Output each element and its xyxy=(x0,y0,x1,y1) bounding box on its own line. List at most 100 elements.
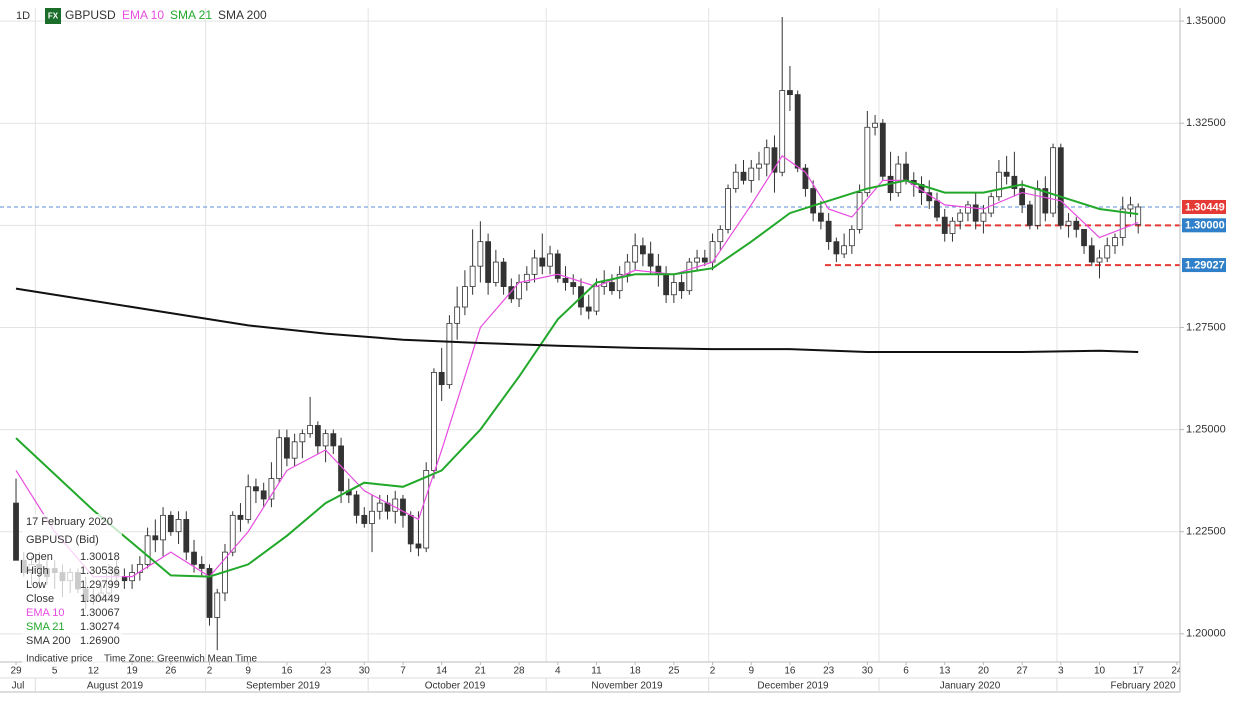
candle-body xyxy=(817,212,824,222)
candle-body xyxy=(686,261,693,292)
month-label: August 2019 xyxy=(87,681,144,692)
candle-body xyxy=(1073,220,1080,230)
candle-body xyxy=(1081,229,1087,247)
candle-body xyxy=(1112,237,1118,247)
candle-body xyxy=(160,514,166,541)
candle-body xyxy=(717,229,724,243)
candle-body xyxy=(314,425,321,447)
month-label: January 2020 xyxy=(940,681,1001,692)
candle-body xyxy=(593,286,600,312)
candle-body xyxy=(206,568,213,618)
candle-body xyxy=(291,441,298,459)
candle-body xyxy=(299,433,306,443)
candle-body xyxy=(996,171,1002,198)
x-tick-label: 26 xyxy=(165,666,177,677)
indicator-line xyxy=(15,179,1139,578)
candle-body xyxy=(531,257,538,275)
candle-body xyxy=(361,514,368,524)
candle-body xyxy=(523,273,530,283)
candle-body xyxy=(732,171,739,189)
candle-body xyxy=(632,245,639,263)
candle-body xyxy=(740,171,747,181)
candle-body xyxy=(539,257,546,267)
candle-body xyxy=(949,220,956,234)
month-label: October 2019 xyxy=(425,681,486,692)
candle-body xyxy=(879,122,886,177)
candle-body xyxy=(307,425,314,435)
indicator-line xyxy=(15,155,1139,578)
legend-entry: EMA 10 xyxy=(122,8,164,22)
candle-body xyxy=(554,253,561,279)
candle-body xyxy=(1026,204,1033,226)
candle-body xyxy=(392,498,399,512)
candle-body xyxy=(431,371,437,471)
candle-body xyxy=(562,278,569,283)
candle-body xyxy=(779,90,786,173)
legend: 1D FX GBPUSD EMA 10 SMA 21 SMA 200 xyxy=(16,8,267,24)
candle-body xyxy=(407,514,414,545)
candle-body xyxy=(229,514,236,553)
indicator-line xyxy=(15,287,1139,353)
x-tick-label: 25 xyxy=(668,666,680,677)
price-label: 1.30000 xyxy=(1185,220,1225,232)
candle-body xyxy=(446,322,453,386)
x-tick-label: 6 xyxy=(903,666,909,677)
month-label: February 2020 xyxy=(1110,681,1175,692)
month-label: Jul xyxy=(12,681,25,692)
candle-body xyxy=(438,371,445,386)
x-tick-label: 12 xyxy=(88,666,100,677)
info-footer: Indicative price xyxy=(26,654,93,665)
x-tick-label: 9 xyxy=(748,666,754,677)
interval: 1D xyxy=(16,10,30,22)
candle-body xyxy=(260,490,267,500)
x-tick-label: 14 xyxy=(436,666,448,677)
candle-body xyxy=(810,188,817,214)
candle-body xyxy=(957,212,964,222)
candle-body xyxy=(353,494,360,516)
candle-body xyxy=(198,563,205,569)
candle-body xyxy=(624,261,631,275)
candle-body xyxy=(647,253,654,267)
candle-body xyxy=(1135,206,1142,225)
info-value: 1.29799 xyxy=(80,579,120,591)
candle-body xyxy=(369,510,375,524)
candle-body xyxy=(423,470,430,549)
info-footer: Time Zone: Greenwich Mean Time xyxy=(104,654,257,665)
x-tick-label: 7 xyxy=(400,666,406,677)
month-label: September 2019 xyxy=(246,681,320,692)
info-label: Open xyxy=(26,551,53,563)
price-label-box xyxy=(1182,199,1226,214)
x-tick-label: 11 xyxy=(591,666,602,677)
price-label: 1.29027 xyxy=(1185,259,1225,271)
candle-body xyxy=(214,592,221,618)
candle-body xyxy=(756,163,762,169)
info-background xyxy=(22,514,122,667)
x-tick-label: 17 xyxy=(1133,666,1145,677)
candle-body xyxy=(980,212,987,222)
candle-body xyxy=(268,478,275,500)
candle-body xyxy=(1042,188,1049,214)
candle-body xyxy=(283,437,290,459)
badge: FX xyxy=(48,12,59,21)
candle-body xyxy=(965,204,971,214)
candle-body xyxy=(748,167,755,181)
x-tick-label: 16 xyxy=(281,666,293,677)
x-tick-label: 5 xyxy=(52,666,58,677)
x-tick-label: 16 xyxy=(784,666,796,677)
candle-body xyxy=(136,563,143,573)
x-tick-label: 28 xyxy=(514,666,526,677)
info-label: SMA 200 xyxy=(26,635,71,647)
y-tick-label: 1.20000 xyxy=(1186,628,1226,640)
candle-body xyxy=(330,433,337,447)
legend-entry: SMA 200 xyxy=(218,8,267,22)
x-tick-label: 27 xyxy=(1017,666,1029,677)
candle-body xyxy=(570,282,577,287)
candle-body xyxy=(972,204,979,222)
candle-body xyxy=(694,257,700,263)
x-tick-label: 18 xyxy=(630,666,642,677)
candle-body xyxy=(1065,220,1072,226)
candle-body xyxy=(895,163,902,194)
candle-body xyxy=(1019,188,1026,206)
candle-body xyxy=(415,543,422,549)
